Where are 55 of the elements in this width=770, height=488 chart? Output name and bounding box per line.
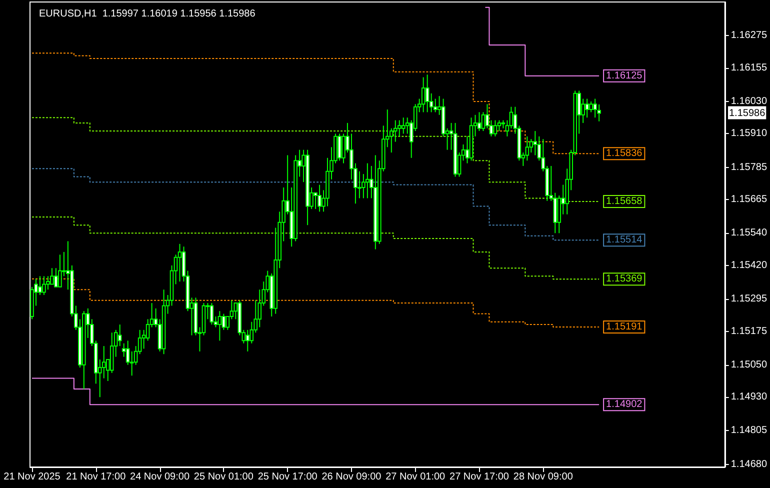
data-label: 1.15514: [606, 234, 643, 246]
candlestick: [42, 276, 46, 296]
data-label: 1.15369: [606, 274, 643, 285]
y-tick-label: 1.16030: [730, 96, 768, 107]
x-tick-label: 24 Nov 09:00: [130, 472, 190, 482]
candlestick: [421, 76, 426, 113]
x-tick-label: 27 Nov 01:00: [386, 472, 446, 482]
candlestick: [126, 340, 130, 366]
candlestick: [38, 276, 42, 296]
candlestick: [118, 324, 122, 347]
candlestick: [593, 98, 597, 118]
y-tick-label: 1.15665: [730, 194, 768, 206]
candlestick: [525, 136, 530, 162]
candlestick: [246, 329, 250, 352]
y-tick-label: 1.15785: [730, 162, 768, 173]
x-tick-label: 26 Nov 09:00: [322, 472, 382, 482]
x-tick-label: 25 Nov 01:00: [194, 472, 254, 482]
candlestick: [425, 74, 430, 113]
candlestick: [338, 133, 342, 162]
candlestick: [589, 100, 593, 113]
candlestick: [222, 313, 226, 330]
data-label: 1.14902: [606, 399, 643, 410]
candlestick: [497, 120, 502, 132]
candlestick: [585, 98, 589, 118]
text: EURUSD,H1 1.15997 1.16019 1.15956 1.15986: [39, 8, 256, 20]
candlestick: [401, 117, 406, 134]
x-tick-label: 28 Nov 09:00: [513, 472, 574, 482]
candlestick: [210, 302, 214, 326]
candlestick: [493, 120, 498, 137]
data-label: 1.15836: [606, 148, 643, 160]
y-tick-label: 1.15910: [730, 128, 768, 140]
candlestick: [318, 184, 322, 212]
x-tick-label: 21 Nov 2025: [4, 472, 61, 482]
x-tick-label: 21 Nov 17:00: [66, 472, 126, 482]
y-tick-label: 1.15295: [730, 294, 768, 305]
x-tick-label: 27 Nov 17:00: [450, 472, 510, 482]
text: 1.15986: [729, 108, 766, 119]
y-tick-label: 1.14805: [730, 425, 768, 436]
candlestick: [54, 268, 58, 288]
x-tick-label: 25 Nov 17:00: [258, 472, 318, 482]
y-tick-label: 1.15420: [730, 260, 768, 271]
y-tick-label: 1.15175: [730, 326, 768, 337]
candlestick: [178, 243, 182, 282]
y-tick-label: 1.15050: [730, 359, 768, 370]
data-label: 1.16125: [606, 70, 643, 82]
y-tick-label: 1.14930: [730, 392, 768, 403]
y-tick-label: 1.14680: [730, 458, 768, 470]
y-tick-label: 1.16155: [730, 62, 768, 74]
candlestick: [366, 162, 370, 199]
y-tick-label: 1.16275: [730, 30, 768, 42]
data-label: 1.15658: [606, 196, 643, 207]
candlestick: [218, 310, 222, 342]
data-label: 1.15191: [606, 321, 643, 332]
candlestick: [58, 254, 62, 288]
y-tick-label: 1.15540: [730, 228, 768, 239]
